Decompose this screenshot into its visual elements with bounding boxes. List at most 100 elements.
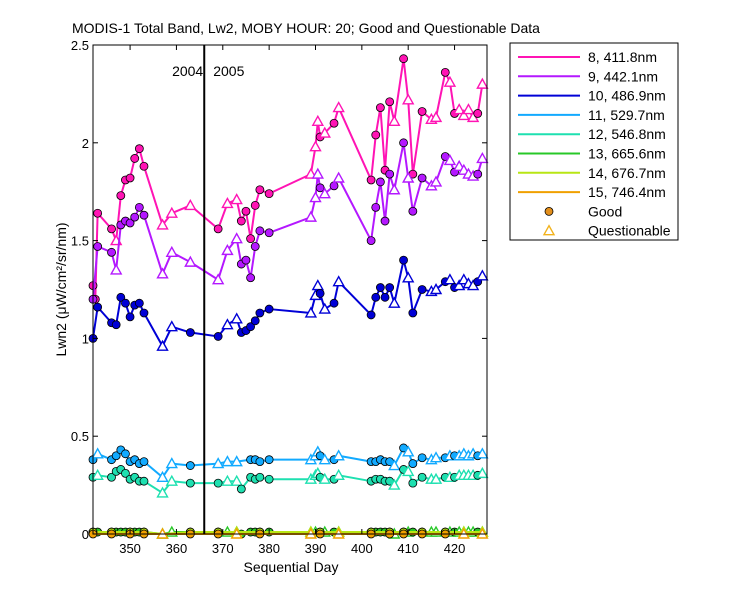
good-point xyxy=(473,109,483,118)
good-point xyxy=(375,177,385,187)
good-point xyxy=(255,308,265,318)
questionable-point xyxy=(402,93,415,105)
good-point xyxy=(185,328,195,337)
questionable-point xyxy=(211,273,225,285)
questionable-point xyxy=(452,279,466,291)
questionable-point xyxy=(91,468,104,481)
series-12 xyxy=(88,464,489,498)
good-point xyxy=(139,457,149,467)
good-point xyxy=(315,183,325,193)
good-point xyxy=(440,67,450,77)
good-point xyxy=(473,169,483,179)
legend-item-questionable: Questionable xyxy=(542,223,671,239)
good-point xyxy=(121,468,130,478)
legend: 8, 411.8nm 9, 442.1nm 10, 486.9nm 11, 529.7… xyxy=(509,42,679,241)
questionable-point xyxy=(91,447,104,459)
x-tick-label: 400 xyxy=(351,541,373,556)
good-point xyxy=(417,285,427,294)
questionable-point xyxy=(402,464,415,477)
good-point xyxy=(255,457,265,467)
questionable-point xyxy=(476,152,489,164)
questionable-point xyxy=(165,245,178,258)
y-axis-label: Lwn2 (μW/cm²/sr/nm) xyxy=(53,222,69,356)
questionable-point xyxy=(332,171,345,183)
questionable-point xyxy=(402,171,415,183)
good-point xyxy=(399,138,408,148)
legend-item: 14, 676.7nm xyxy=(518,165,666,181)
good-point xyxy=(255,226,265,236)
questionable-point xyxy=(462,103,475,115)
y-tick-label: 0 xyxy=(82,527,89,542)
good-point xyxy=(236,216,246,226)
x-tick-label: 410 xyxy=(397,541,419,556)
legend-item: 13, 665.6nm xyxy=(518,146,666,162)
questionable-point xyxy=(230,232,243,244)
good-point xyxy=(329,118,339,128)
good-point xyxy=(111,451,121,461)
questionable-point xyxy=(221,455,234,467)
questionable-point xyxy=(388,478,401,490)
good-point xyxy=(380,292,390,302)
year-label-2004: 2004 xyxy=(172,63,203,79)
good-point xyxy=(385,283,395,292)
questionable-point xyxy=(402,445,415,457)
x-tick-label: 350 xyxy=(119,541,141,556)
good-point xyxy=(93,302,103,312)
good-point xyxy=(264,304,274,314)
questionable-point xyxy=(443,153,457,166)
y-tick-label: 1.5 xyxy=(71,234,89,249)
questionable-point xyxy=(443,273,457,285)
questionable-point xyxy=(318,302,331,314)
good-point xyxy=(329,298,339,308)
good-point xyxy=(408,459,418,468)
legend-item: 12, 546.8nm xyxy=(518,126,666,142)
good-point xyxy=(93,208,103,218)
questionable-point xyxy=(304,306,318,318)
good-point xyxy=(264,189,274,199)
legend-label: 10, 486.9nm xyxy=(588,88,666,104)
good-point xyxy=(130,212,140,222)
good-point xyxy=(315,289,325,298)
questionable-point xyxy=(476,466,489,479)
questionable-point xyxy=(309,191,322,203)
good-point xyxy=(399,54,408,64)
good-point xyxy=(241,255,251,265)
good-point xyxy=(107,247,116,257)
legend-item: 10, 486.9nm xyxy=(518,88,666,104)
good-point xyxy=(371,292,381,302)
questionable-point xyxy=(332,468,345,481)
good-point xyxy=(399,255,408,265)
good-point xyxy=(250,200,260,210)
good-point xyxy=(116,292,126,302)
questionable-point xyxy=(156,218,169,230)
good-point xyxy=(134,298,144,308)
questionable-point xyxy=(109,263,123,275)
good-point xyxy=(375,103,385,112)
good-point xyxy=(408,308,418,318)
good-point xyxy=(255,185,265,195)
y-tick-label: 2 xyxy=(82,136,89,151)
series-8 xyxy=(88,54,489,304)
good-point xyxy=(125,173,135,183)
questionable-point xyxy=(429,283,443,295)
plot-frame xyxy=(92,44,488,535)
questionable-point xyxy=(429,175,443,187)
good-point xyxy=(366,175,376,185)
good-point xyxy=(264,474,274,484)
questionable-point xyxy=(452,103,466,115)
good-point xyxy=(408,206,418,216)
questionable-point xyxy=(476,77,489,89)
questionable-point xyxy=(332,101,345,113)
axis-ticks: 350 360 370 380 390 400 410 420 0 0.5 1 1.5 2 2.5 xyxy=(71,38,487,556)
legend-label: 8, 411.8nm xyxy=(588,49,657,65)
good-point xyxy=(417,453,427,463)
good-point xyxy=(213,224,223,234)
good-point xyxy=(125,218,135,228)
good-point xyxy=(417,472,427,482)
legend-label: 13, 665.6nm xyxy=(588,146,666,162)
questionable-point xyxy=(388,459,401,471)
y-tick-label: 2.5 xyxy=(71,38,89,53)
questionable-point xyxy=(221,243,234,256)
questionable-point xyxy=(388,183,401,195)
